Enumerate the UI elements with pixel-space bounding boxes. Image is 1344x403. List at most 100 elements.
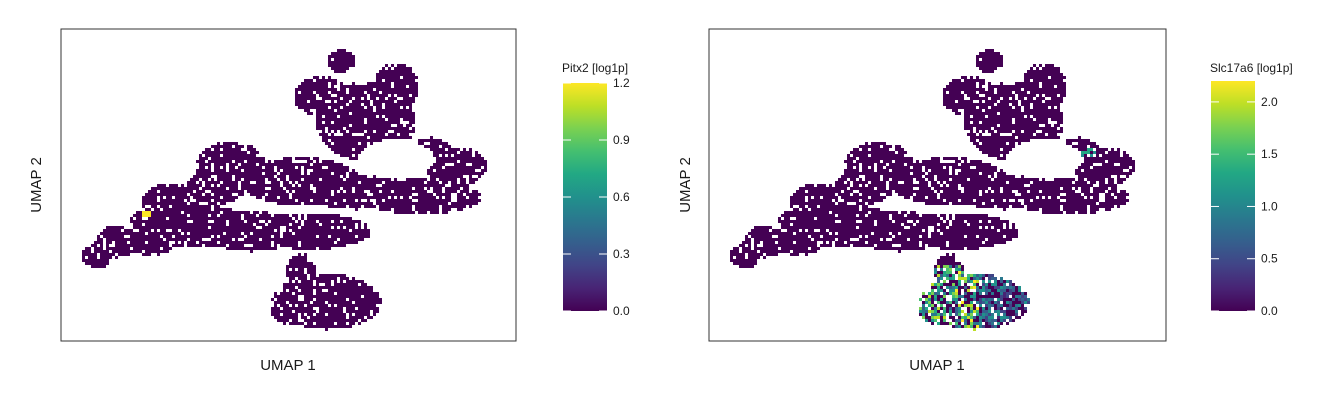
cell-point-expressing bbox=[1003, 313, 1006, 316]
cell-point-expressing bbox=[964, 319, 967, 322]
cell-point-expressing bbox=[994, 319, 997, 322]
cell-point-expressing bbox=[979, 319, 982, 322]
cell-point-expressing bbox=[937, 322, 940, 325]
colorbar-tick-label: 2.0 bbox=[1261, 95, 1278, 109]
cell-point-expressing bbox=[955, 265, 958, 268]
y-axis-title-1: UMAP 2 bbox=[28, 157, 45, 213]
cell-point-expressing bbox=[940, 274, 943, 277]
cell-point-expressing bbox=[985, 286, 988, 289]
cell-point-expressing bbox=[958, 313, 961, 316]
cell-point-expressing bbox=[949, 307, 952, 310]
cell-point-expressing bbox=[970, 304, 973, 307]
cell-point-expressing bbox=[961, 274, 964, 277]
cell-point-expressing bbox=[976, 289, 979, 292]
plot-frame-2 bbox=[708, 28, 1167, 342]
cell-point-expressing bbox=[961, 310, 964, 313]
cell-point-expressing bbox=[988, 322, 991, 325]
cell-point-expressing bbox=[952, 298, 955, 301]
cell-point-expressing bbox=[991, 319, 994, 322]
cell-points-background bbox=[82, 49, 487, 331]
cell-point-expressing bbox=[988, 289, 991, 292]
cell-point-expressing bbox=[979, 292, 982, 295]
cell-point-expressing bbox=[1006, 295, 1009, 298]
cell-point-expressing bbox=[1018, 304, 1021, 307]
cell-point-expressing bbox=[1081, 151, 1084, 154]
cell-point-expressing bbox=[922, 313, 925, 316]
cell-point-expressing bbox=[1003, 316, 1006, 319]
cell-point-expressing bbox=[949, 322, 952, 325]
colorbar-tick-label: 0.3 bbox=[613, 247, 630, 261]
cell-point-expressing bbox=[949, 292, 952, 295]
cell-point-expressing bbox=[928, 298, 931, 301]
cell-point-expressing bbox=[955, 310, 958, 313]
cell-point-expressing bbox=[985, 283, 988, 286]
colorbar-tick-label: 1.0 bbox=[1261, 199, 1278, 213]
cell-point-expressing bbox=[946, 277, 949, 280]
colorbar-tick-label: 0.9 bbox=[613, 133, 630, 147]
cell-point-expressing bbox=[958, 319, 961, 322]
cell-point-expressing bbox=[148, 214, 151, 217]
cell-point-expressing bbox=[946, 301, 949, 304]
cell-point-expressing bbox=[958, 283, 961, 286]
cell-point-expressing bbox=[994, 277, 997, 280]
colorbar-ticks-1: 0.0 0.3 0.6 0.9 1.2 bbox=[563, 76, 630, 318]
cell-point-expressing bbox=[961, 277, 964, 280]
cell-point-expressing bbox=[943, 265, 946, 268]
cell-point-expressing bbox=[979, 274, 982, 277]
cell-point-expressing bbox=[991, 292, 994, 295]
cell-point-expressing bbox=[1024, 298, 1027, 301]
cell-point-expressing bbox=[925, 310, 928, 313]
cell-point-expressing bbox=[964, 277, 967, 280]
cell-point-expressing bbox=[988, 316, 991, 319]
cell-point-expressing bbox=[1003, 286, 1006, 289]
cell-point-expressing bbox=[934, 310, 937, 313]
cell-point-expressing bbox=[970, 316, 973, 319]
cell-point-expressing bbox=[937, 274, 940, 277]
cell-point-expressing bbox=[973, 280, 976, 283]
cell-point-expressing bbox=[994, 310, 997, 313]
cell-point-expressing bbox=[958, 280, 961, 283]
cell-point-expressing bbox=[1027, 298, 1030, 301]
cell-point-expressing bbox=[1018, 298, 1021, 301]
colorbar-tick-label: 1.2 bbox=[613, 76, 630, 90]
cell-point-expressing bbox=[925, 319, 928, 322]
cell-point-expressing bbox=[991, 277, 994, 280]
cell-point-expressing bbox=[955, 325, 958, 328]
cell-point-expressing bbox=[1090, 154, 1093, 157]
cell-point-expressing bbox=[979, 277, 982, 280]
cell-point-expressing bbox=[970, 307, 973, 310]
umap-panel-1: UMAP 1 UMAP 2 Pitx2 [log1p] 0.0 0.3 0.6 0.9… bbox=[28, 28, 630, 374]
cell-point-expressing bbox=[955, 268, 958, 271]
cell-point-expressing bbox=[958, 265, 961, 268]
cell-point-expressing bbox=[955, 319, 958, 322]
cell-point-expressing bbox=[961, 295, 964, 298]
cell-point-expressing bbox=[937, 316, 940, 319]
cell-point-expressing bbox=[982, 283, 985, 286]
cell-point-expressing bbox=[934, 307, 937, 310]
cell-point-expressing bbox=[922, 304, 925, 307]
cell-point-expressing bbox=[946, 265, 949, 268]
cell-point-expressing bbox=[991, 316, 994, 319]
cell-point-expressing bbox=[988, 274, 991, 277]
cell-point-expressing bbox=[979, 289, 982, 292]
cell-point-expressing bbox=[991, 283, 994, 286]
cell-point-expressing bbox=[967, 313, 970, 316]
cell-point-expressing bbox=[928, 295, 931, 298]
cell-point-expressing bbox=[976, 322, 979, 325]
cell-points-background bbox=[730, 49, 1135, 328]
cell-point-expressing bbox=[958, 274, 961, 277]
cell-point-expressing bbox=[937, 301, 940, 304]
cell-point-expressing bbox=[919, 307, 922, 310]
cell-point-expressing bbox=[967, 274, 970, 277]
cell-point-expressing bbox=[988, 319, 991, 322]
cell-point-expressing bbox=[988, 304, 991, 307]
cell-point-expressing bbox=[940, 283, 943, 286]
cell-point-expressing bbox=[958, 307, 961, 310]
cell-point-expressing bbox=[940, 304, 943, 307]
cell-point-expressing bbox=[931, 292, 934, 295]
cell-point-expressing bbox=[148, 211, 151, 214]
cell-point-expressing bbox=[988, 301, 991, 304]
cell-point-expressing bbox=[1009, 286, 1012, 289]
cell-point-expressing bbox=[1006, 286, 1009, 289]
